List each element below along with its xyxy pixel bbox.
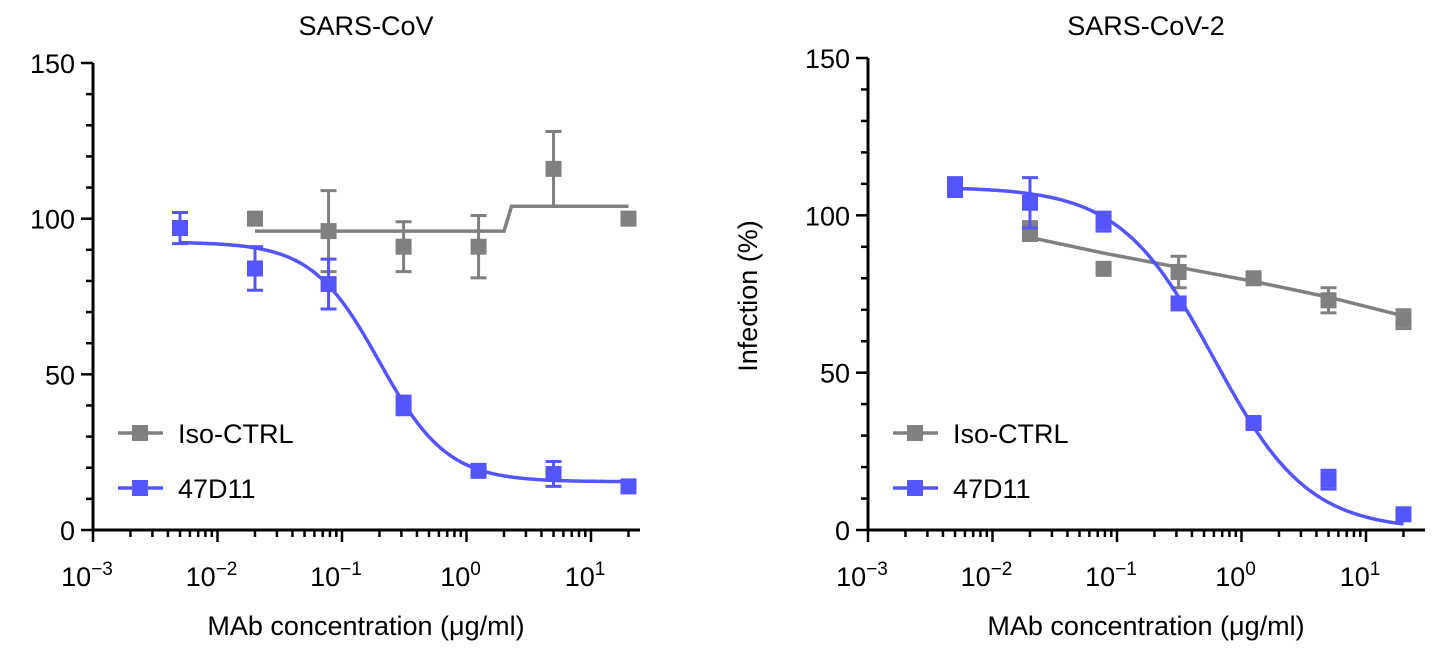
data-point (1170, 263, 1187, 280)
data-point (545, 465, 562, 482)
legend-label: Iso-CTRL (178, 419, 294, 449)
x-tick-label: 10−3 (61, 559, 113, 592)
x-axis-label: MAb concentration (μg/ml) (207, 611, 524, 641)
legend-marker (907, 425, 923, 441)
x-tick-label: 10−3 (836, 559, 888, 592)
x-tick-label: 100 (1215, 559, 1256, 592)
chart-sars-cov-2: SARS-CoV-2 MAb concentration (μg/ml) Inf… (733, 11, 1425, 641)
y-tick-label: 0 (60, 516, 75, 546)
x-tick-label: 10−1 (1085, 559, 1137, 592)
legend-marker (907, 480, 923, 496)
chart-title: SARS-CoV (298, 11, 433, 41)
data-point (947, 179, 964, 196)
legend-label: 47D11 (953, 474, 1031, 504)
data-point (1021, 194, 1038, 211)
data-point (320, 276, 337, 293)
fit-curve (255, 204, 629, 233)
data-point (1320, 471, 1337, 488)
legend-label: 47D11 (178, 474, 256, 504)
series-iso-ctrl (246, 129, 637, 280)
data-point (1095, 213, 1112, 230)
fit-curve (1029, 235, 1404, 318)
data-point (620, 478, 637, 495)
data-point (470, 238, 487, 255)
data-point (1095, 260, 1112, 277)
y-tick-label: 100 (805, 201, 850, 231)
data-point (246, 210, 263, 227)
data-point (246, 260, 263, 277)
x-tick-label: 101 (565, 559, 606, 592)
legend-label: Iso-CTRL (953, 419, 1069, 449)
data-point (395, 397, 412, 414)
data-point (1395, 506, 1412, 523)
data-point (1170, 295, 1187, 312)
x-tick-label: 10−2 (961, 559, 1013, 592)
series-47d11 (172, 210, 637, 495)
series-47d11 (947, 176, 1412, 526)
y-tick-label: 50 (820, 359, 850, 389)
data-point (1245, 415, 1262, 432)
series-iso-ctrl (1021, 220, 1412, 331)
data-point (395, 238, 412, 255)
x-tick-label: 101 (1340, 559, 1381, 592)
x-tick-label: 100 (440, 559, 481, 592)
data-point (545, 160, 562, 177)
chart-title: SARS-CoV-2 (1067, 11, 1225, 41)
data-point (620, 210, 637, 227)
data-point (1245, 270, 1262, 287)
y-axis-label: Infection (%) (733, 220, 763, 372)
y-tick-label: 50 (45, 360, 75, 390)
y-tick-label: 0 (835, 516, 850, 546)
data-point (320, 223, 337, 240)
data-point (172, 220, 189, 237)
x-tick-label: 10−2 (186, 559, 238, 592)
y-tick-label: 100 (30, 205, 75, 235)
chart-sars-cov: SARS-CoV MAb concentration (μg/ml) 0 50 10… (30, 11, 640, 641)
x-tick-label: 10−1 (310, 559, 362, 592)
y-tick-label: 150 (30, 49, 75, 79)
y-tick-label: 150 (805, 44, 850, 74)
legend-marker (132, 480, 148, 496)
data-point (1320, 292, 1337, 309)
data-point (1395, 311, 1412, 328)
legend-marker (132, 425, 148, 441)
data-point (470, 462, 487, 479)
x-axis-label: MAb concentration (μg/ml) (987, 611, 1304, 641)
